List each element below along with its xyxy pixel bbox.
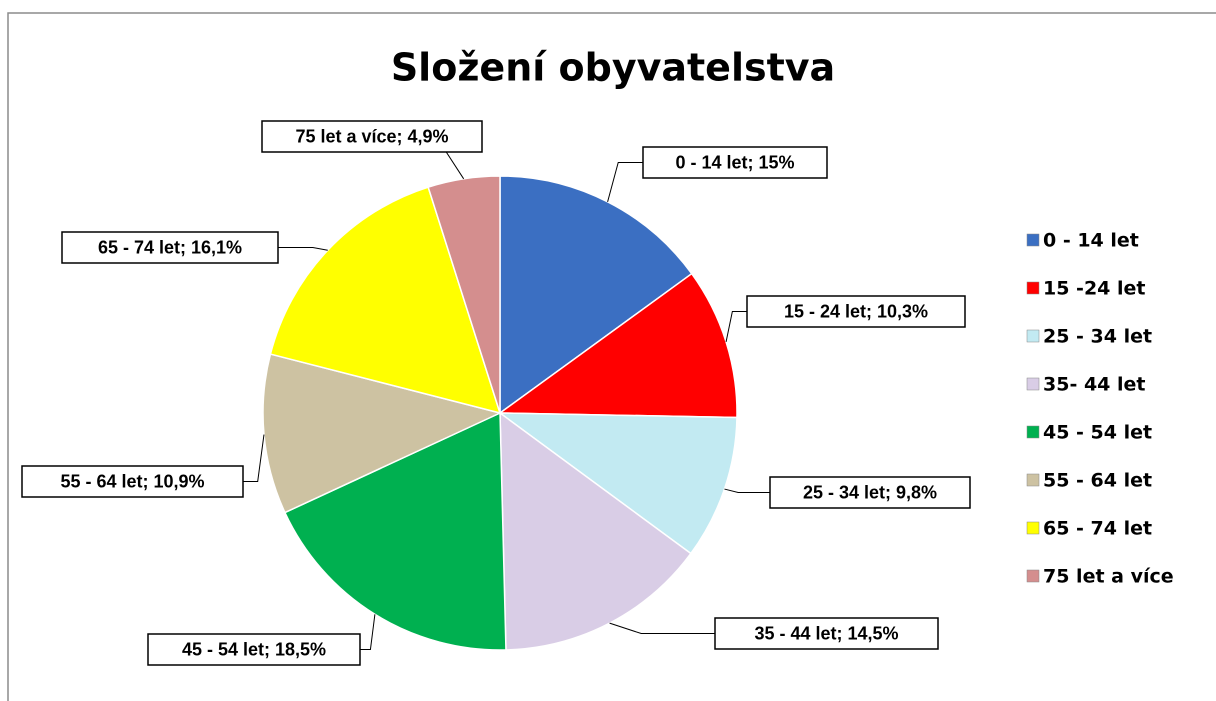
leader-line [724, 488, 770, 493]
data-label-box [261, 120, 483, 153]
legend-label: 65 - 74 let [1043, 518, 1152, 540]
data-label: 35 - 44 let; 14,5% [754, 623, 898, 643]
legend-swatch [1026, 377, 1040, 391]
legend-swatch [1026, 569, 1040, 583]
legend-swatch [1026, 473, 1040, 487]
data-label: 45 - 54 let; 18,5% [182, 639, 326, 659]
data-label-box [61, 231, 279, 264]
legend-label: 55 - 64 let [1043, 470, 1152, 492]
leader-line [725, 311, 747, 342]
data-label: 0 - 14 let; 15% [675, 152, 794, 172]
legend-label: 15 -24 let [1043, 278, 1145, 300]
data-label-box [21, 465, 244, 498]
data-label: 75 let a více; 4,9% [295, 126, 448, 146]
legend-label: 75 let a více [1043, 566, 1174, 588]
pie-slice [427, 175, 501, 414]
data-label: 25 - 34 let; 9,8% [803, 482, 937, 502]
data-label-box [642, 146, 828, 179]
legend-label: 25 - 34 let [1043, 326, 1152, 348]
legend-label: 45 - 54 let [1043, 422, 1152, 444]
pie-slice [499, 411, 692, 651]
legend-swatch [1026, 329, 1040, 343]
chart-title: Složení obyvatelstva [391, 46, 835, 90]
legend-swatch [1026, 425, 1040, 439]
legend-swatch [1026, 521, 1040, 535]
legend-label: 35- 44 let [1043, 374, 1145, 396]
legend-swatch [1026, 233, 1040, 247]
leader-line [607, 162, 643, 202]
pie-slice [269, 186, 502, 415]
pie-slice [499, 175, 693, 415]
leader-line [243, 434, 265, 482]
pie-slice [262, 353, 503, 514]
data-label: 65 - 74 let; 16,1% [98, 237, 242, 257]
data-label: 15 - 24 let; 10,3% [784, 301, 928, 321]
data-label: 55 - 64 let; 10,9% [60, 471, 204, 491]
data-label-box [147, 633, 361, 666]
legend-swatch [1026, 281, 1040, 295]
legend-label: 0 - 14 let [1043, 230, 1139, 252]
data-label-box [746, 295, 966, 328]
data-label-box [714, 617, 939, 650]
leader-line [278, 247, 328, 251]
data-label-box [769, 476, 971, 509]
pie-slice [283, 411, 507, 651]
leader-line [360, 614, 376, 650]
leader-line [609, 622, 715, 634]
chart-frame [7, 12, 1216, 701]
